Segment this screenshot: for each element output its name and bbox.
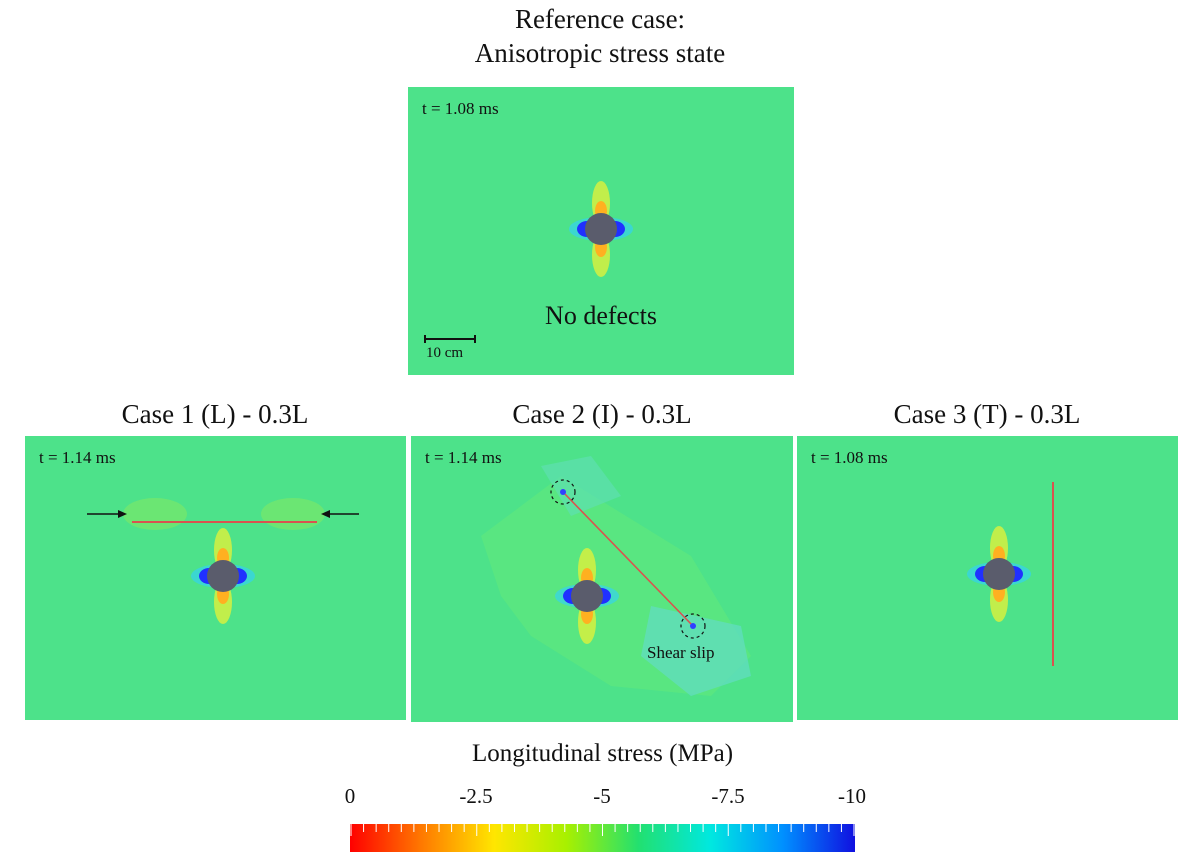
case2-title: Case 2 (I) - 0.3L [512,399,692,429]
colorbar [350,824,855,852]
arrow-right [321,510,359,518]
slip-marker-bottom [680,613,706,639]
reference-time: t = 1.08 ms [422,99,499,118]
reference-field [408,87,794,375]
arrow-left [87,510,127,518]
hole [983,558,1015,590]
stress-concentration [569,181,633,277]
case2-panel: t = 1.14 ms Shear slip [411,436,793,722]
case2-time: t = 1.14 ms [425,448,502,467]
case1-title: Case 1 (L) - 0.3L [121,399,309,429]
case1-time: t = 1.14 ms [39,448,116,467]
slip-marker-top [550,479,576,505]
case3-field [797,436,1178,720]
case3-time: t = 1.08 ms [811,448,888,467]
reference-title: Reference case: Anisotropic stress state [400,2,800,70]
stress-concentration [555,548,619,644]
hole [207,560,239,592]
hole [585,213,617,245]
scale-bar-label: 10 cm [426,345,464,361]
colorbar-tick-label-3: -7.5 [711,784,745,808]
stress-concentration [967,526,1031,622]
case1-field [25,436,406,720]
case3-panel: t = 1.08 ms [797,436,1178,720]
stress-concentration [191,528,255,624]
reference-title-line1: Reference case: [514,4,686,34]
reference-panel: t = 1.08 ms No defects 10 cm [408,87,794,375]
no-defects-label: No defects [545,301,657,330]
scale-bar [424,335,476,343]
colorbar-ticks [350,824,855,836]
case2-field [411,436,793,722]
reference-title-line2: Anisotropic stress state [474,38,726,68]
case1-panel: t = 1.14 ms [25,436,406,720]
colorbar-tick-label-1: -2.5 [459,784,493,808]
hole [571,580,603,612]
colorbar-title: Longitudinal stress (MPa) [471,740,734,767]
case3-title: Case 3 (T) - 0.3L [893,399,1081,429]
defect-line [562,491,694,627]
colorbar-tick-label-2: -5 [593,784,611,808]
colorbar-tick-label-0: 0 [344,784,356,808]
shear-slip-label: Shear slip [647,643,715,662]
colorbar-tick-label-4: -10 [838,784,866,808]
